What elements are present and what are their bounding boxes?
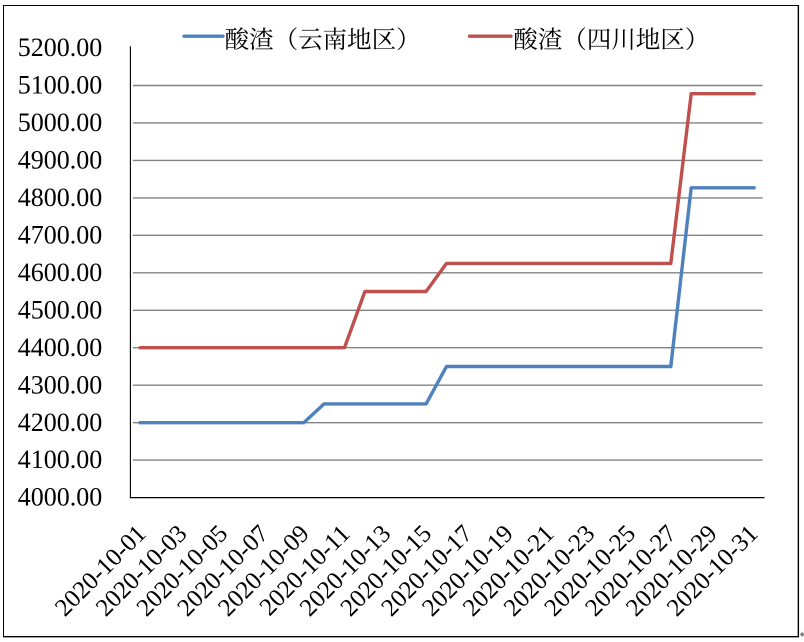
svg-text:5100.00: 5100.00: [18, 71, 103, 100]
svg-text:4900.00: 4900.00: [18, 146, 103, 175]
svg-text:4100.00: 4100.00: [18, 445, 103, 474]
svg-text:5000.00: 5000.00: [18, 108, 103, 137]
svg-text:4800.00: 4800.00: [18, 183, 103, 212]
svg-text:4000.00: 4000.00: [18, 483, 103, 512]
svg-text:5200.00: 5200.00: [18, 33, 103, 62]
svg-text:4700.00: 4700.00: [18, 220, 103, 249]
svg-text:4500.00: 4500.00: [18, 295, 103, 324]
svg-text:4200.00: 4200.00: [18, 408, 103, 437]
svg-text:4400.00: 4400.00: [18, 333, 103, 362]
svg-text:4300.00: 4300.00: [18, 370, 103, 399]
svg-text:4600.00: 4600.00: [18, 258, 103, 287]
